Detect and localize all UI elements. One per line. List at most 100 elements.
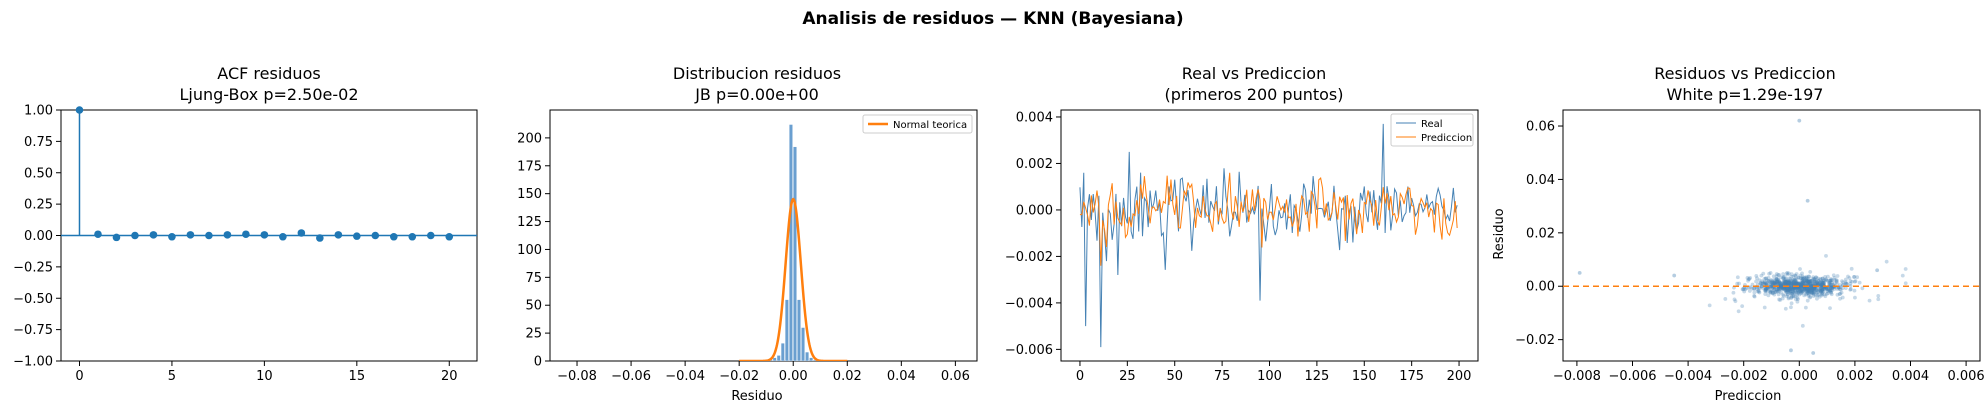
scatter-point: [1828, 286, 1833, 290]
scatter-point: [1763, 292, 1768, 297]
scatter-point: [1805, 286, 1810, 291]
scatter-point: [1786, 281, 1791, 286]
scatter-point: [1798, 276, 1803, 281]
scatter-point: [1811, 290, 1816, 295]
scatter-point: [1778, 283, 1783, 288]
scatter-point: [1813, 293, 1818, 298]
scatter-point: [1769, 280, 1774, 285]
scatter-xlabel: Prediccion: [1715, 389, 1782, 404]
line-xtick-label: 25: [1119, 369, 1136, 384]
acf-xtick-label: 0: [75, 369, 83, 384]
line-xtick-label: 100: [1257, 369, 1282, 384]
scatter-point: [1769, 288, 1774, 293]
scatter-point: [1827, 289, 1832, 294]
scatter-point: [1800, 279, 1805, 283]
scatter-point: [1773, 290, 1778, 294]
scatter-point: [1783, 278, 1787, 283]
scatter-point: [1759, 273, 1764, 278]
scatter-point: [1788, 289, 1793, 294]
scatter-point: [1784, 289, 1789, 294]
scatter-point: [1812, 290, 1816, 295]
scatter-point: [1802, 281, 1806, 286]
scatter-point: [1829, 278, 1834, 283]
scatter-point: [1778, 286, 1783, 291]
hist-xtick-label: 0.06: [941, 369, 970, 384]
scatter-point: [1847, 276, 1852, 280]
scatter-point: [1782, 280, 1787, 285]
scatter-point: [1803, 275, 1808, 280]
scatter-point: [1794, 282, 1799, 287]
scatter-point: [1799, 282, 1804, 287]
acf-xtick-label: 10: [256, 369, 273, 384]
scatter-point: [1791, 287, 1795, 292]
scatter-point: [1801, 279, 1806, 284]
scatter-point: [1784, 287, 1789, 291]
hist-bar: [784, 299, 789, 361]
line-xtick-label: 0: [1076, 369, 1084, 384]
scatter-point: [1832, 287, 1837, 291]
scatter-point: [1788, 286, 1793, 291]
scatter-point: [1782, 274, 1787, 279]
scatter-point: [1799, 287, 1804, 292]
scatter-point: [1780, 296, 1785, 301]
scatter-point: [1797, 292, 1802, 297]
scatter-point: [1806, 292, 1811, 297]
scatter-point: [1829, 290, 1833, 295]
scatter-point: [1793, 281, 1798, 286]
scatter-point: [1777, 280, 1782, 285]
scatter-point: [1783, 280, 1787, 284]
scatter-point: [1745, 276, 1750, 280]
scatter-point: [1802, 278, 1807, 283]
hist-bar: [809, 357, 814, 361]
scatter-point: [1791, 286, 1796, 291]
scatter-point: [1846, 274, 1850, 279]
scatter-point: [1789, 348, 1793, 353]
hist-ytick-label: 25: [525, 327, 542, 342]
scatter-point: [1826, 287, 1831, 292]
scatter-point: [1788, 285, 1793, 290]
scatter-point: [1757, 290, 1762, 295]
scatter-point: [1799, 282, 1804, 287]
scatter-point: [1780, 286, 1785, 291]
scatter-point: [1820, 282, 1825, 286]
scatter-point: [1824, 287, 1828, 291]
scatter-point: [1777, 297, 1782, 302]
scatter-point: [1768, 285, 1773, 290]
scatter-point: [1779, 275, 1784, 280]
scatter-point: [1752, 286, 1756, 291]
hist-legend-box: [862, 114, 973, 134]
scatter-point: [1782, 281, 1787, 286]
scatter-point: [1763, 287, 1768, 291]
scatter-point: [1784, 271, 1789, 276]
scatter-point: [1793, 277, 1798, 282]
scatter-point: [1828, 280, 1833, 285]
scatter-point: [1783, 277, 1788, 282]
scatter-point: [1828, 278, 1833, 283]
scatter-point: [1810, 278, 1815, 283]
scatter-point: [1785, 272, 1790, 277]
scatter-point: [1795, 288, 1800, 292]
scatter-point: [1798, 289, 1803, 294]
acf-marker: [131, 231, 139, 240]
scatter-point: [1785, 271, 1790, 275]
acf-ytick-label: −0.75: [13, 323, 53, 338]
scatter-point: [1781, 276, 1785, 280]
scatter-point: [1814, 280, 1819, 285]
scatter-point: [1762, 280, 1767, 284]
scatter-point: [1807, 281, 1812, 286]
scatter-point: [1824, 277, 1828, 282]
hist-xtick-label: −0.04: [665, 369, 705, 384]
scatter-point: [1857, 280, 1862, 285]
scatter-point: [1788, 287, 1793, 292]
line-title: Real vs Prediccion: [1182, 64, 1326, 83]
scatter-point: [1781, 278, 1786, 283]
scatter-point: [1761, 280, 1765, 285]
scatter-point: [1770, 280, 1774, 285]
scatter-point: [1819, 290, 1823, 295]
scatter-point: [1789, 295, 1794, 299]
scatter-point: [1765, 278, 1770, 283]
acf-marker: [94, 230, 102, 239]
scatter-point: [1849, 266, 1854, 271]
scatter-xtick-label: −0.004: [1664, 369, 1712, 384]
scatter-point: [1789, 282, 1794, 287]
